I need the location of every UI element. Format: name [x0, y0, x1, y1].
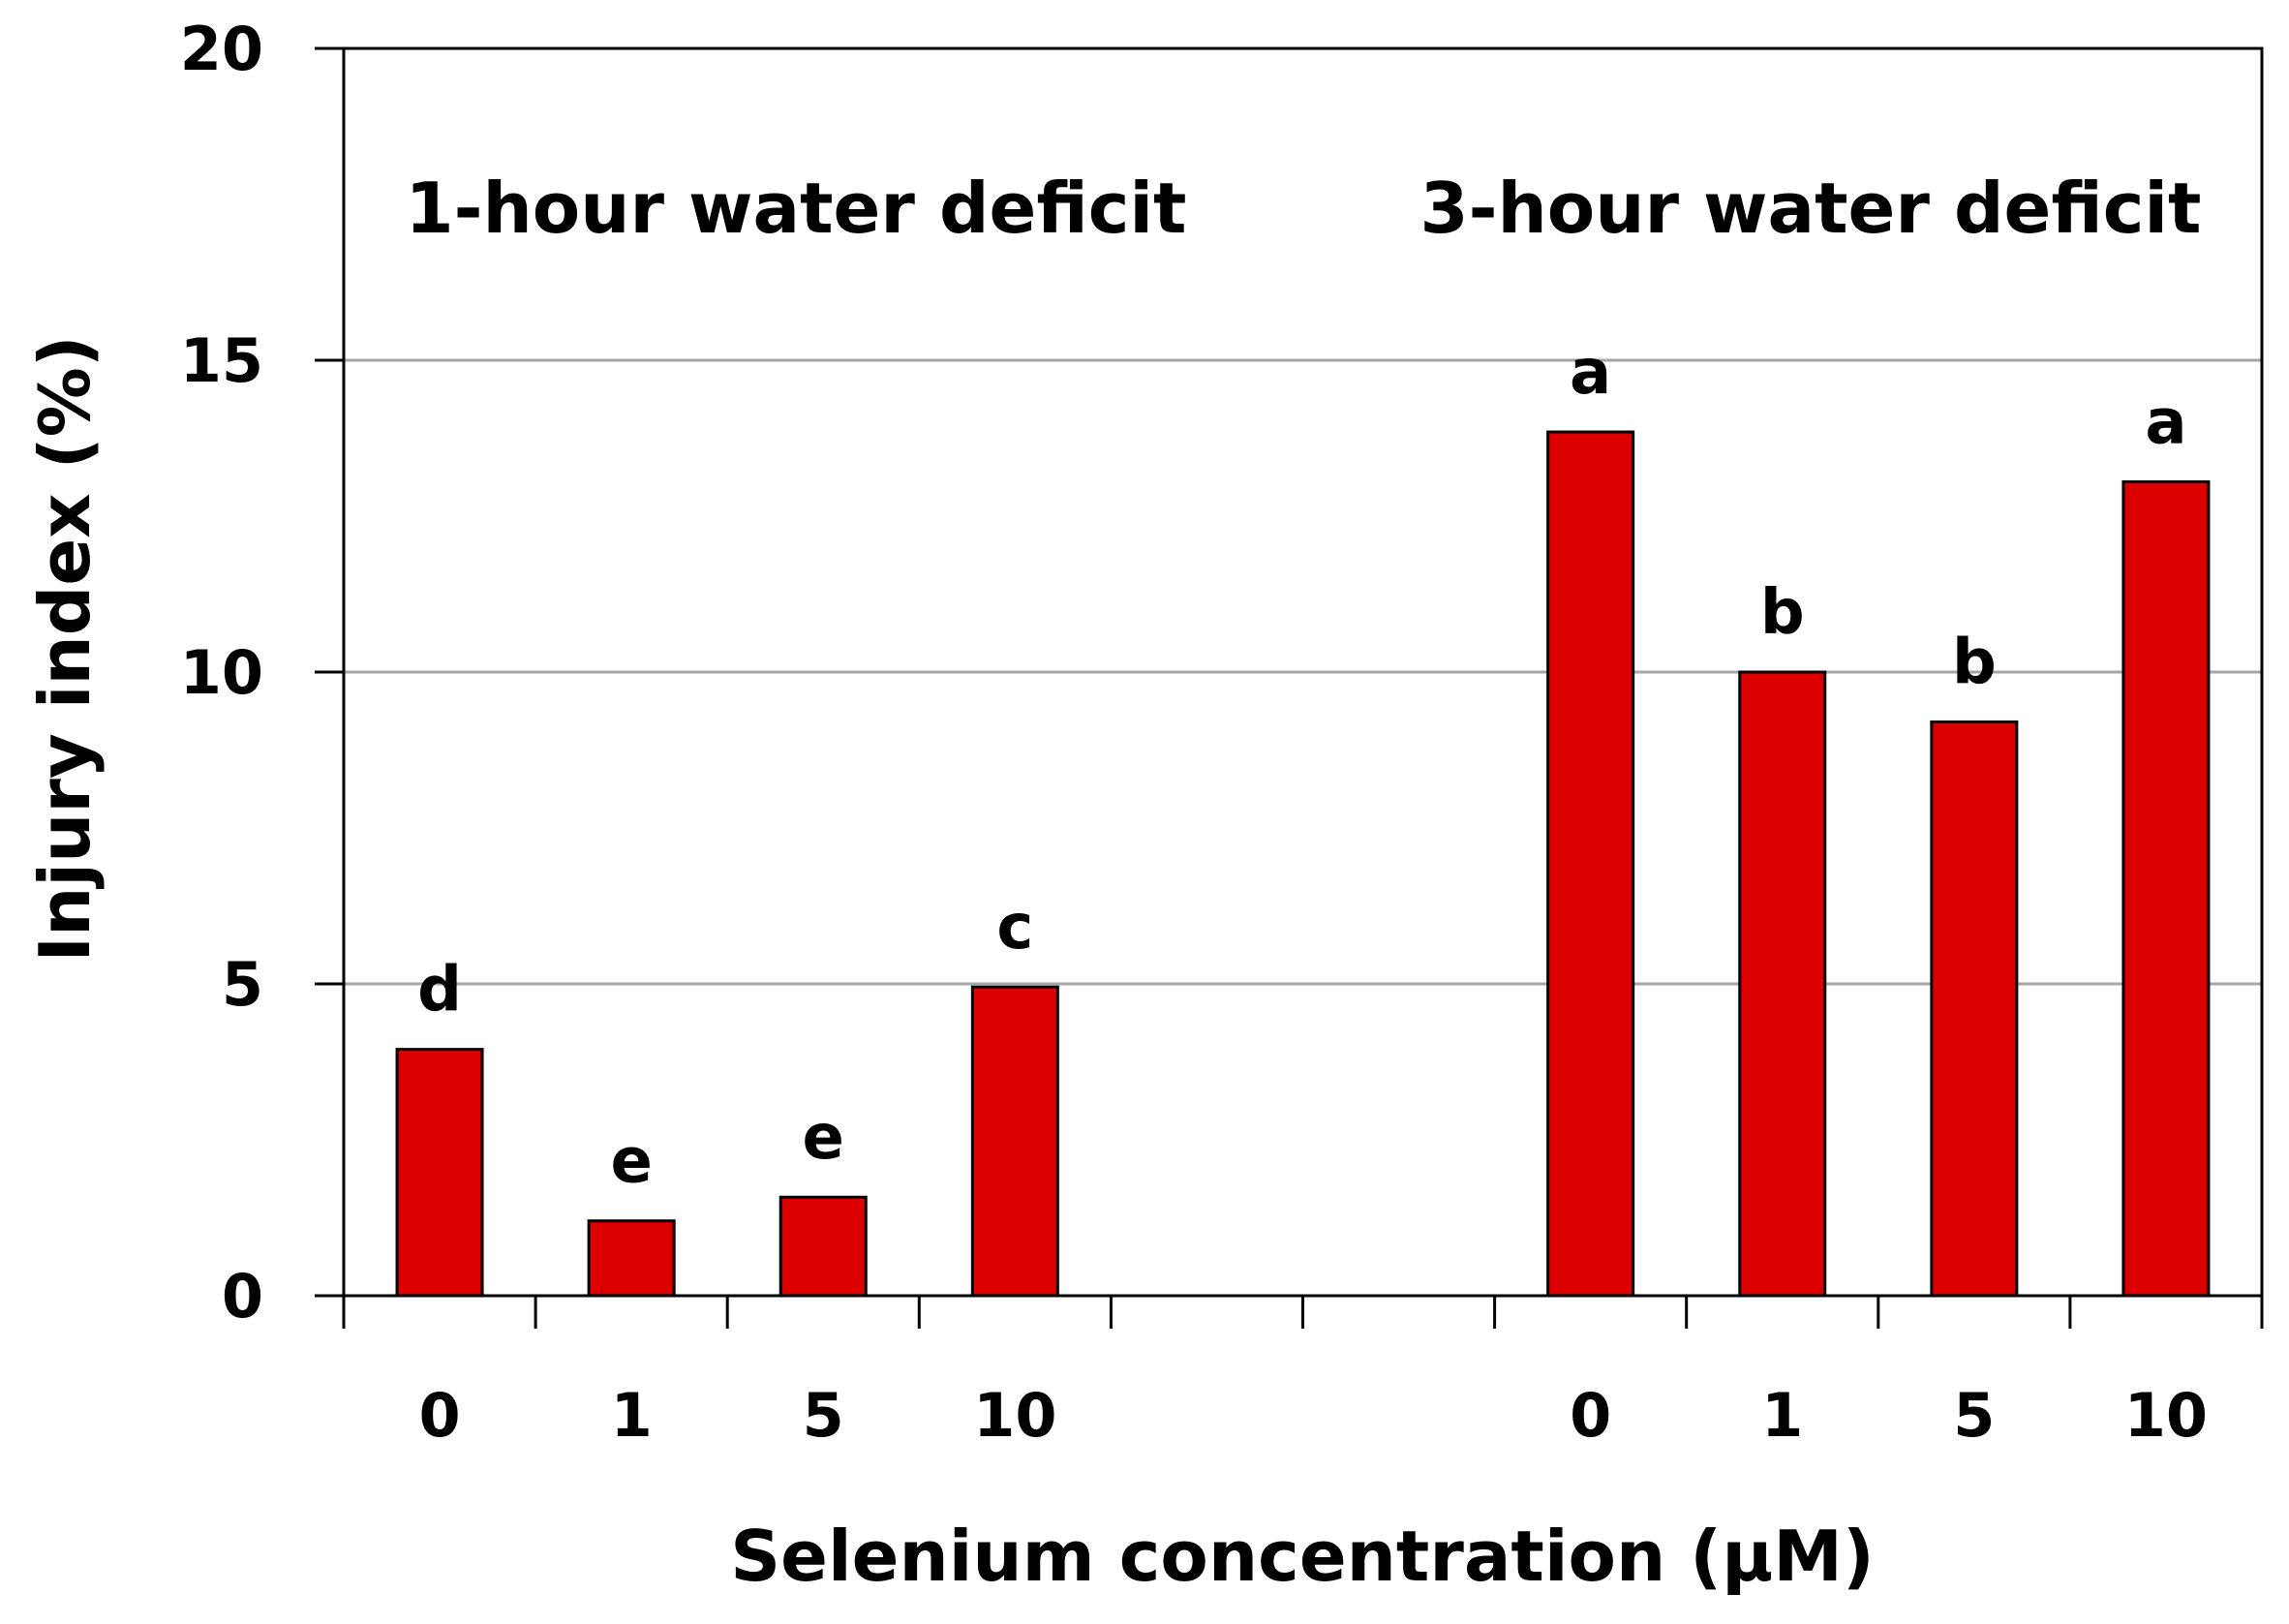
bar [1930, 720, 2019, 1298]
axes [315, 46, 2264, 1329]
bar [778, 1195, 868, 1298]
significance-label: b [1952, 628, 1997, 699]
y-tick-label: 15 [180, 325, 263, 396]
x-tick-label: 1 [1761, 1380, 1803, 1451]
significance-label: e [610, 1126, 652, 1198]
bar [1738, 670, 1827, 1298]
significance-label: c [996, 892, 1033, 964]
x-tick-label: 5 [1953, 1380, 1995, 1451]
group-label: 3-hour water deficit [1420, 168, 2202, 249]
bar [1546, 430, 1635, 1298]
bar [587, 1219, 676, 1298]
y-tick-label: 10 [180, 637, 263, 708]
y-tick-label: 0 [222, 1261, 263, 1332]
y-tick-label: 20 [180, 14, 263, 84]
x-tick-label: 5 [803, 1380, 844, 1451]
significance-label: b [1760, 577, 1805, 649]
bar [395, 1048, 484, 1298]
bar [970, 985, 1059, 1298]
significance-label: a [1570, 337, 1611, 409]
y-axis-title: Injury index (%) [24, 335, 106, 962]
x-tick-label: 10 [2124, 1380, 2208, 1451]
x-axis-title: Selenium concentration (µM) [730, 1516, 1875, 1597]
x-tick-label: 0 [1570, 1380, 1611, 1451]
group-label: 1-hour water deficit [406, 168, 1187, 249]
significance-label: e [803, 1102, 844, 1174]
x-tick-label: 10 [973, 1380, 1056, 1451]
significance-label: a [2145, 387, 2186, 459]
bar [2121, 480, 2211, 1298]
x-tick-label: 0 [418, 1380, 460, 1451]
x-tick-label: 1 [611, 1380, 653, 1451]
y-tick-label: 5 [222, 949, 263, 1020]
bars [395, 430, 2211, 1298]
significance-label: d [417, 955, 462, 1026]
